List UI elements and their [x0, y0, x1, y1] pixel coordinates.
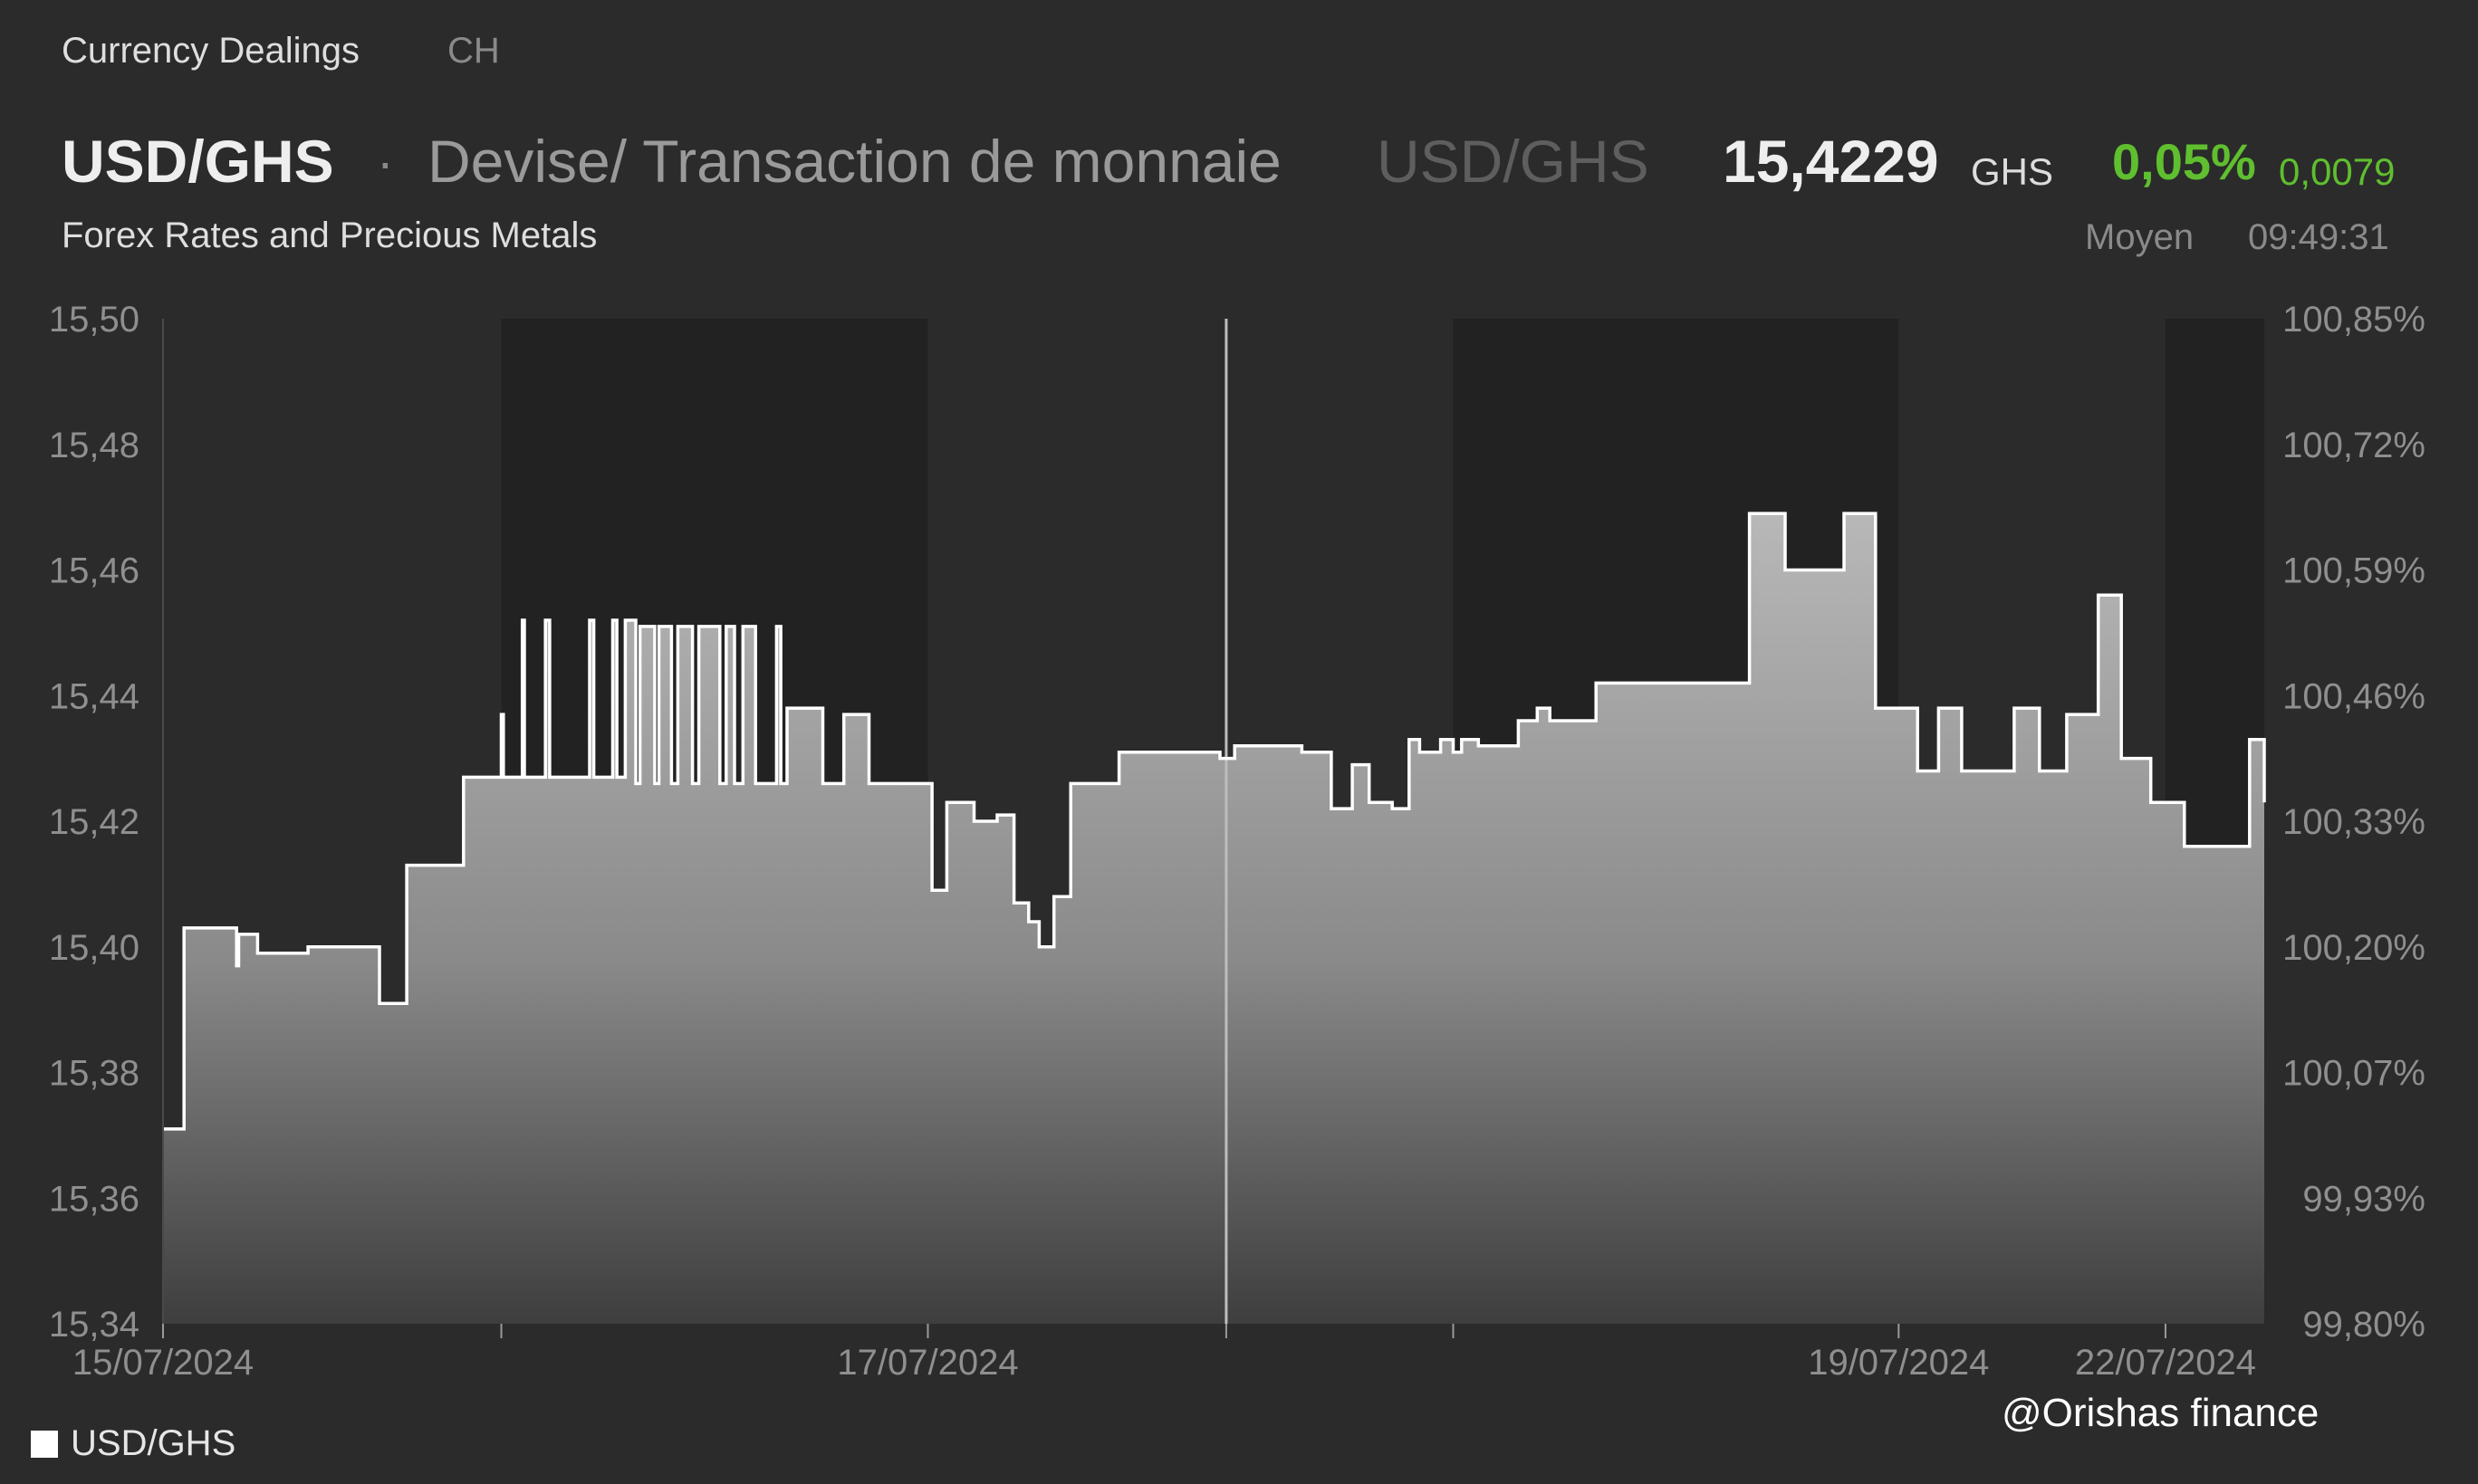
change-percent: 0,05%: [2112, 133, 2256, 190]
y-tick-label-right: 99,93%: [2302, 1179, 2425, 1219]
price-area-fill: [163, 513, 2264, 1324]
chart-legend[interactable]: USD/GHS: [31, 1423, 235, 1464]
y-tick-label-left: 15,48: [49, 426, 139, 465]
legend-swatch: [31, 1430, 58, 1458]
y-tick-label-left: 15,42: [49, 802, 139, 842]
watermark: @Orishas finance: [2002, 1391, 2320, 1435]
instrument-symbol: USD/GHS: [62, 128, 334, 195]
x-axis-labels: 15/07/2024 17/07/2024 19/07/2024 22/07/2024: [72, 1343, 2256, 1383]
y-tick-label-right: 100,20%: [2282, 928, 2425, 968]
instrument-description: Devise/ Transaction de monnaie: [427, 128, 1282, 195]
y-tick-label-right: 100,72%: [2282, 426, 2425, 465]
quote-type: Moyen: [2085, 217, 2195, 257]
y-tick-label-left: 15,50: [49, 300, 139, 340]
x-tick-label: 22/07/2024: [2075, 1343, 2256, 1383]
y-tick-label-left: 15,34: [49, 1305, 139, 1345]
x-tick-marks: [162, 1324, 2166, 1338]
y-tick-label-right: 100,59%: [2282, 551, 2425, 591]
x-tick-label: 15/07/2024: [72, 1343, 254, 1383]
y-tick-label-left: 15,40: [49, 928, 139, 968]
price-line: [163, 512, 2266, 1131]
y-tick-label-right: 99,80%: [2302, 1305, 2425, 1345]
change-absolute: 0,0079: [2279, 150, 2396, 193]
y-tick-label-left: 15,44: [49, 676, 139, 716]
last-price: 15,4229: [1723, 128, 1939, 195]
y-tick-label-right: 100,07%: [2282, 1054, 2425, 1094]
market-subtitle: Forex Rates and Precious Metals: [62, 215, 598, 255]
y-tick-label-right: 100,46%: [2282, 676, 2425, 716]
source-link[interactable]: Currency Dealings: [62, 31, 360, 71]
instrument-symbol-secondary: USD/GHS: [1377, 128, 1649, 195]
x-tick-label: 19/07/2024: [1808, 1343, 1989, 1383]
exchange-label: CH: [447, 31, 500, 71]
y-tick-label-left: 15,36: [49, 1179, 139, 1219]
y-tick-label-right: 100,85%: [2282, 300, 2425, 340]
y-axis-right-labels: 100,85% 100,72% 100,59% 100,46% 100,33% 100,2…: [2282, 300, 2425, 1345]
y-tick-label-left: 15,46: [49, 551, 139, 591]
legend-label: USD/GHS: [71, 1423, 236, 1463]
price-unit: GHS: [1971, 150, 2054, 193]
separator-dot: ·: [377, 133, 394, 190]
y-tick-label-left: 15,38: [49, 1054, 139, 1094]
y-tick-label-right: 100,33%: [2282, 802, 2425, 842]
y-axis-left-labels: 15,50 15,48 15,46 15,44 15,42 15,40 15,38 15,36…: [49, 300, 139, 1345]
x-tick-label: 17/07/2024: [837, 1343, 1018, 1383]
quote-time: 09:49:31: [2248, 217, 2389, 257]
